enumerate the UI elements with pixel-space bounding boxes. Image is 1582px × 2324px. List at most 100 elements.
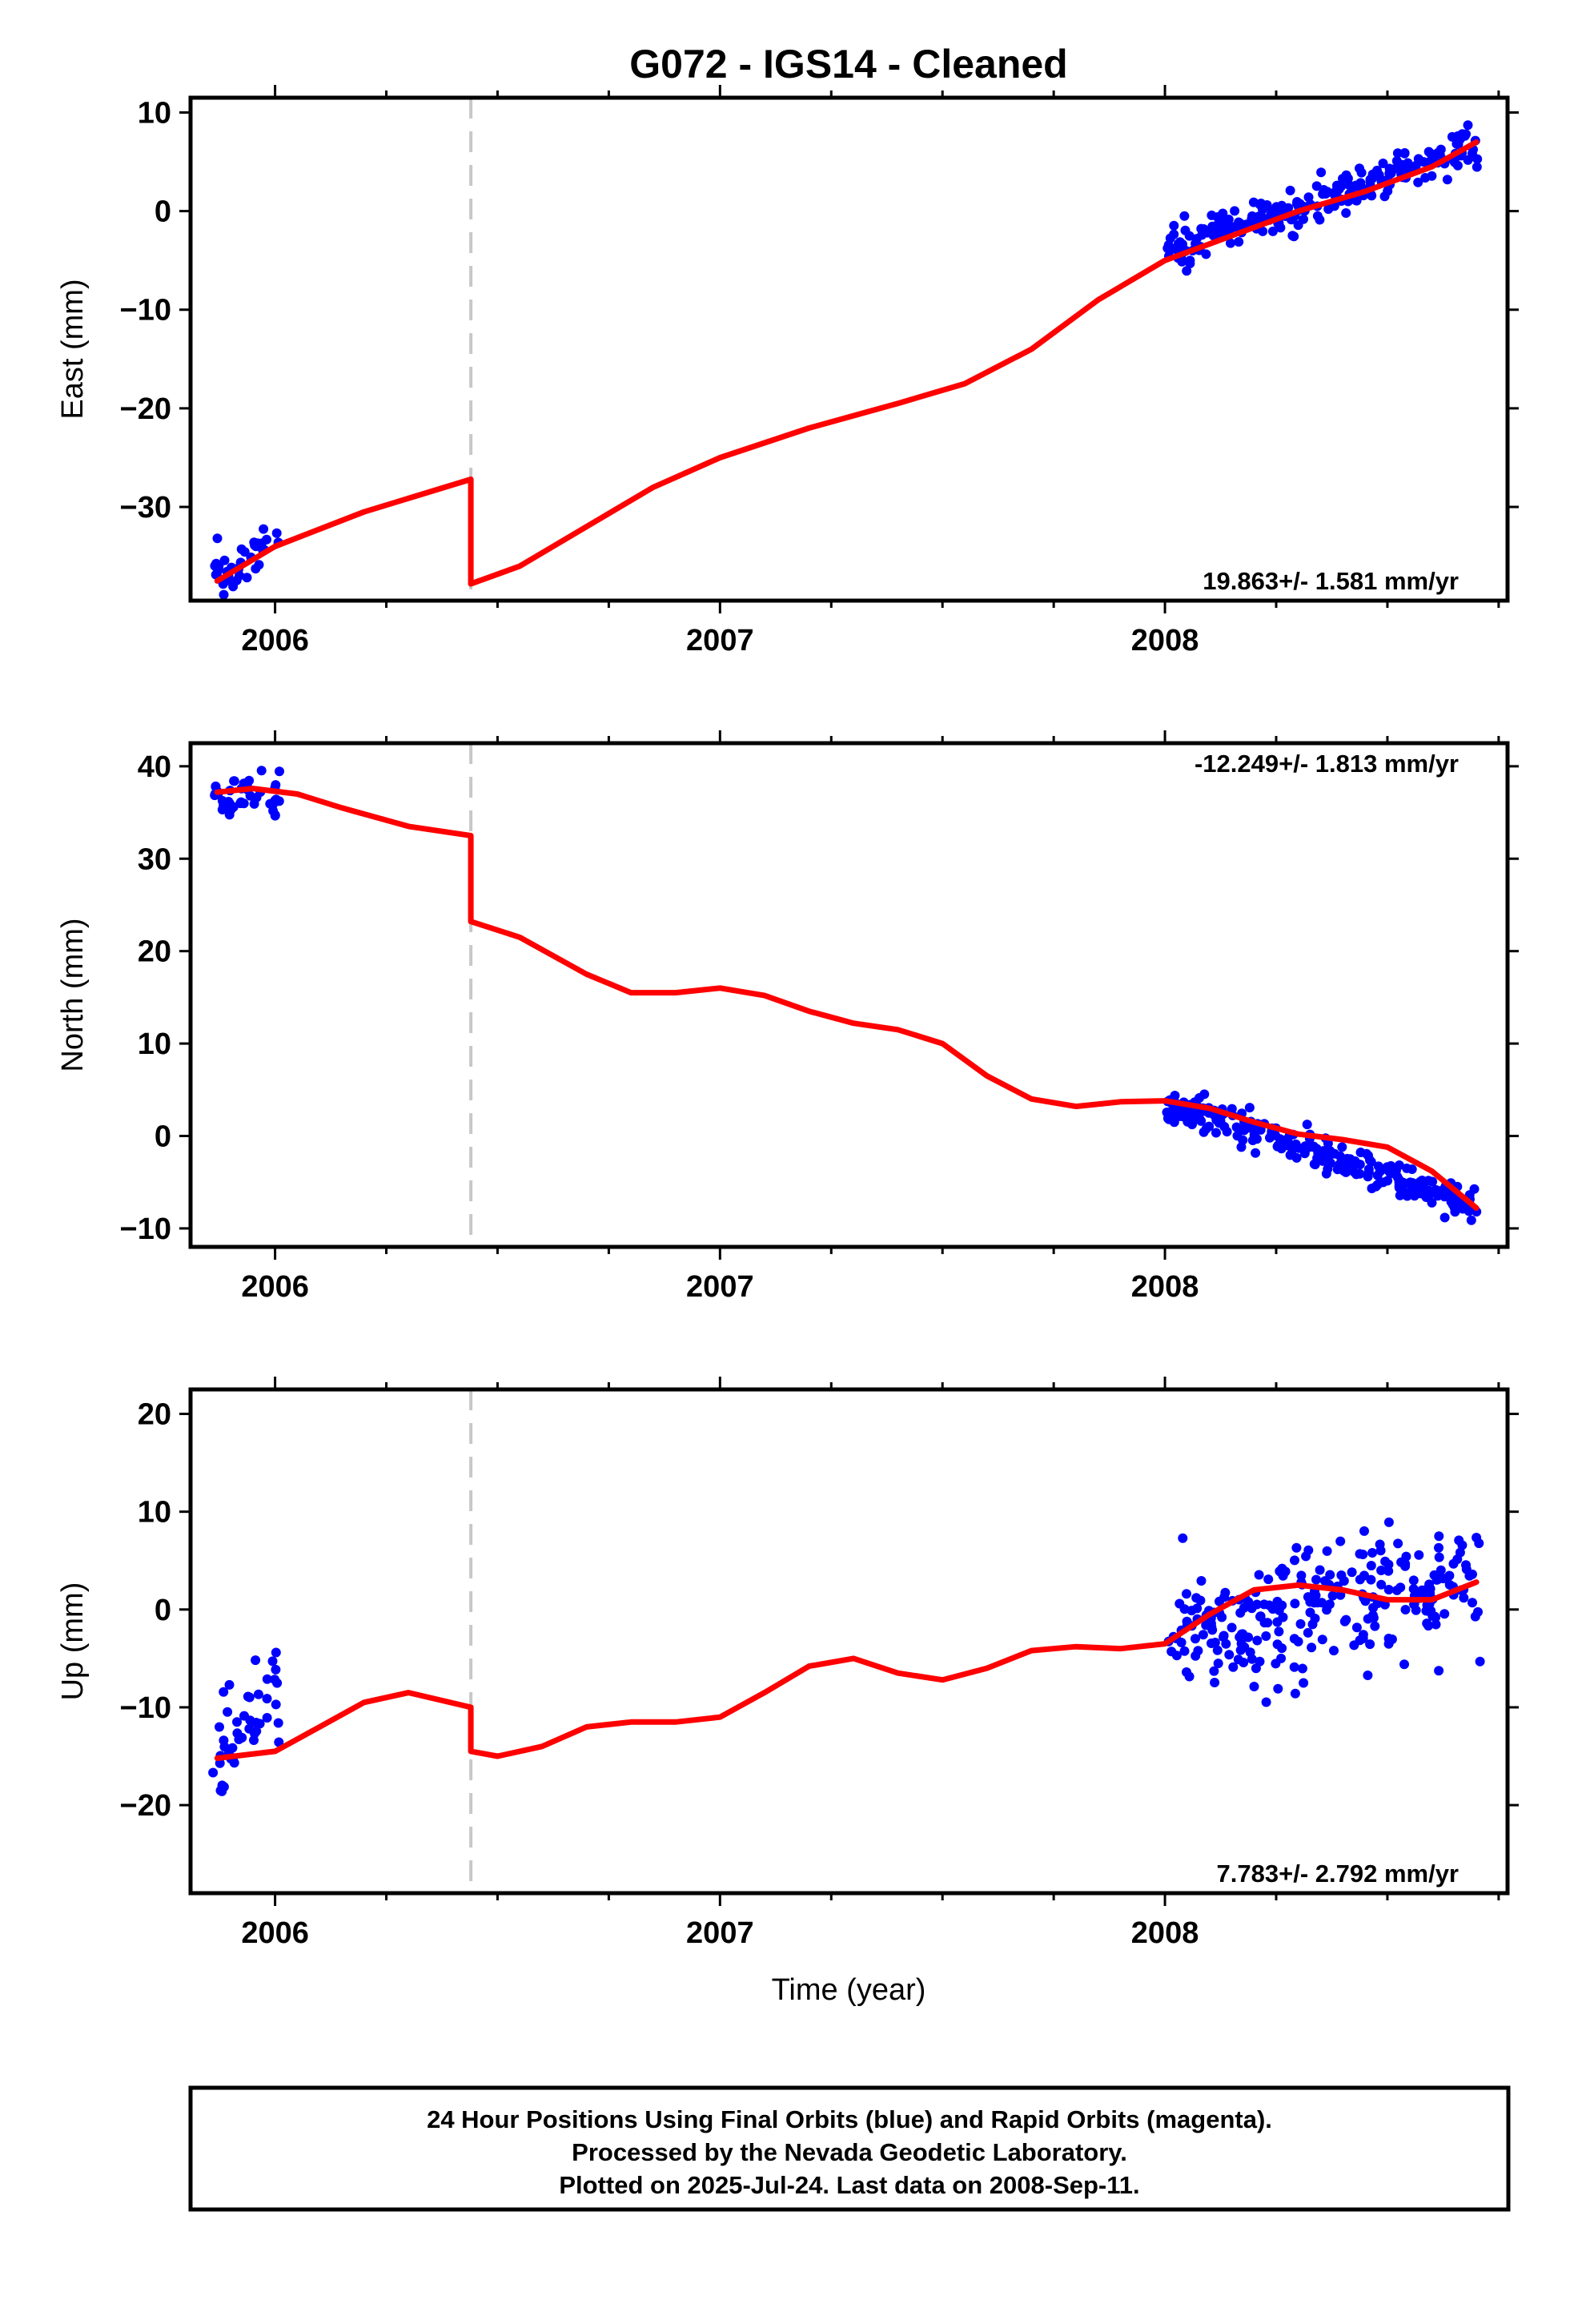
up-point [1305,1607,1315,1618]
up-point [1376,1566,1387,1575]
up-point [1249,1682,1259,1691]
up-point [1255,1611,1265,1622]
north-point [1321,1168,1331,1179]
north-point [1251,1148,1261,1158]
up-point [1210,1678,1220,1687]
up-point [1424,1606,1435,1617]
east-point [1312,211,1323,221]
up-point [1468,1598,1477,1608]
east-point [1215,221,1225,231]
east-point [1341,170,1351,180]
up-point [1289,1662,1299,1672]
east-point [1196,223,1207,234]
up-point [1322,1546,1332,1556]
east-point [1262,200,1272,210]
north-point [251,792,262,802]
north-point [1387,1164,1398,1175]
north-point [275,766,284,777]
up-y-axis-label: Up (mm) [56,1582,90,1701]
up-point [1280,1566,1291,1577]
north-y-axis-label: North (mm) [56,918,90,1072]
east-point [1289,231,1299,242]
north-point [1438,1187,1448,1197]
east-point [214,561,224,571]
up-point [1351,1622,1362,1633]
east-point [1293,220,1303,231]
east-point [1285,185,1295,195]
up-point [1335,1536,1346,1546]
up-point [1359,1526,1369,1536]
up-point [1307,1619,1318,1630]
east-point [219,589,229,600]
north-point [1323,1138,1333,1148]
north-point [1409,1179,1419,1189]
east-point [1279,203,1289,214]
footer-frame [188,2085,1511,2212]
up-point [1247,1603,1257,1614]
up-point [1383,1559,1394,1570]
east-y-tick-label: −30 [120,491,171,525]
up-point [1212,1645,1223,1655]
up-point [262,1674,272,1684]
up-point [1227,1622,1237,1633]
up-point [1236,1638,1247,1649]
east-y-tick-label: 10 [138,96,171,130]
up-point [1191,1593,1202,1603]
up-y-tick-label: −20 [120,1789,171,1823]
east-y-axis-label: East (mm) [56,279,90,419]
east-point [1335,182,1346,192]
east-point [1235,219,1246,229]
up-point [1393,1538,1403,1549]
up-point [253,1689,263,1699]
north-point [1423,1192,1433,1203]
up-point [1299,1678,1309,1688]
up-point [1206,1618,1216,1629]
up-point [1375,1546,1386,1556]
east-point [1184,231,1195,241]
up-point [1224,1650,1235,1660]
east-point [1442,175,1452,185]
north-panel: 40 30 20 10 0 −10 2006 2007 2008 North (mm) -12.… [56,730,1519,1304]
up-point [1272,1639,1283,1650]
up-model-curve [214,1579,1480,1761]
east-point [1392,148,1403,159]
up-point [1383,1517,1394,1527]
north-y-tick-label: 40 [138,750,171,784]
north-point [1177,1112,1187,1122]
north-x-tick-label: 2008 [1131,1270,1199,1304]
up-point [1431,1571,1441,1582]
east-point [1218,208,1228,219]
up-point [1459,1593,1469,1603]
up-point [1273,1683,1283,1694]
up-point [1251,1663,1261,1674]
east-point [1182,266,1192,276]
north-point [1231,1122,1242,1132]
up-point [1461,1564,1472,1574]
north-point [1402,1190,1412,1200]
north-point [1199,1127,1209,1137]
up-point [1360,1596,1371,1606]
up-point [1289,1634,1299,1644]
east-point [1365,176,1375,187]
north-rate-label: -12.249+/- 1.813 mm/yr [1195,750,1459,778]
north-point [226,805,236,814]
up-point [1178,1533,1188,1543]
up-point [1347,1567,1357,1578]
up-panel: 20 10 0 −10 −20 2006 2007 2008 Up (mm) 7.783+/-… [56,1377,1519,1950]
north-point [1466,1215,1476,1225]
north-y-tick-label: 20 [138,935,171,969]
up-point [1272,1596,1283,1606]
up-point [1296,1570,1307,1581]
up-point [1290,1555,1299,1566]
up-point [1276,1653,1287,1663]
east-point [1169,229,1179,239]
north-point [1313,1148,1323,1158]
east-point [1378,159,1388,168]
up-point [1434,1542,1443,1553]
north-point [1176,1104,1186,1115]
east-point [235,570,245,581]
up-point [215,1722,224,1732]
east-point [1177,256,1187,267]
up-point [219,1687,229,1697]
